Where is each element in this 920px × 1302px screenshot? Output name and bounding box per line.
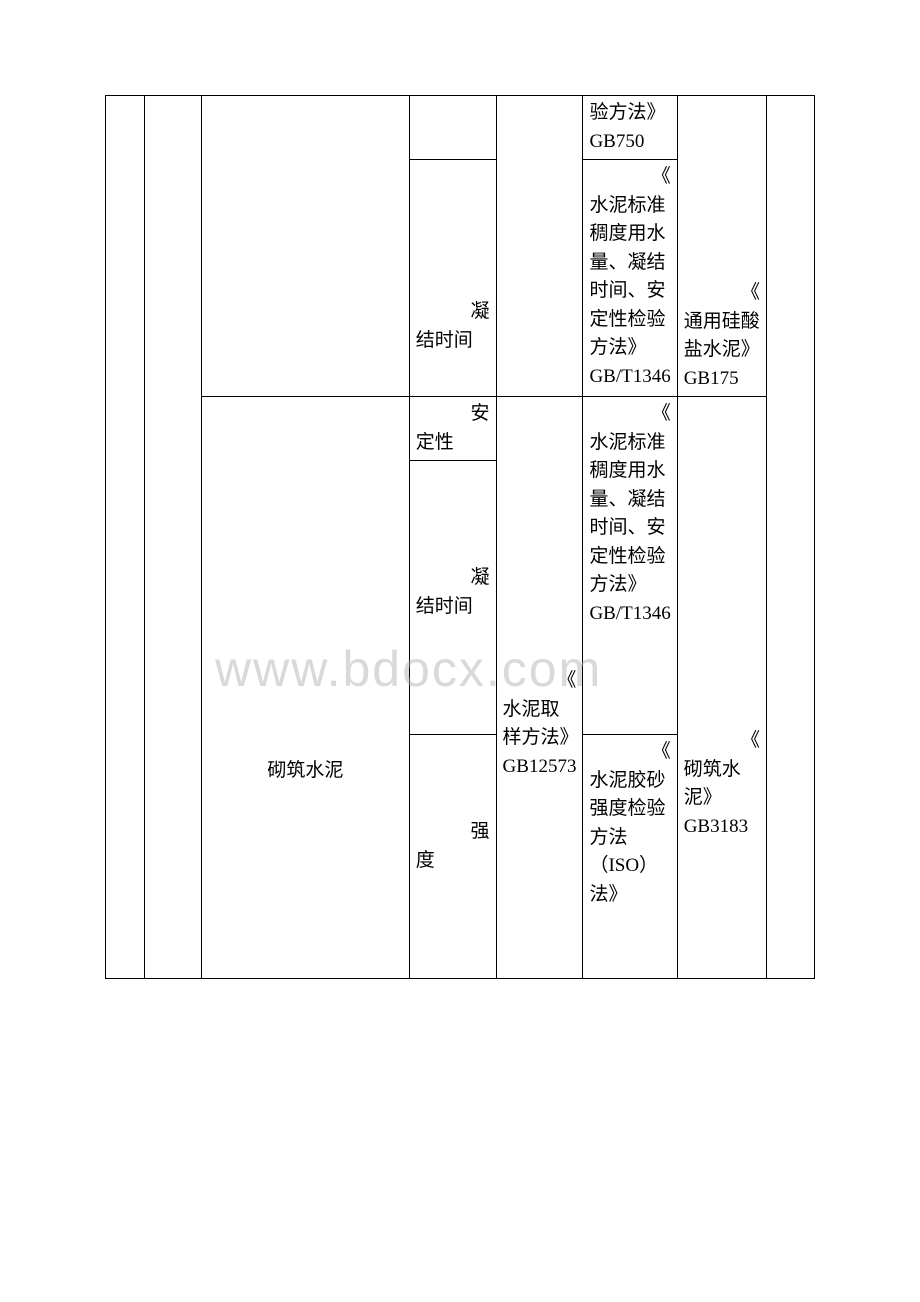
cell-text: 水泥取样方法》GB12573 [503, 699, 577, 777]
table-cell-col2 [144, 96, 201, 979]
table-cell-r4c4: 凝 结时间 [409, 461, 496, 735]
table-cell-col1 [106, 96, 145, 979]
cell-text: 水泥标准稠度用水量、凝结时间、安定性检验方法》GB/T1346 [589, 432, 670, 624]
table-cell-col8 [767, 96, 815, 979]
table-cell-col3-empty [201, 96, 409, 397]
table-cell-r5c4: 强 度 [409, 735, 496, 979]
table-cell-col3-content: 砌筑水泥 [201, 397, 409, 979]
cell-text: 《 [503, 667, 577, 696]
cell-text: 砌筑水泥》GB3183 [684, 759, 748, 837]
cell-text: 《 [589, 738, 670, 767]
table-cell-r1c5 [496, 96, 583, 397]
cell-text: 《 [684, 279, 760, 308]
table-cell-r5c6: 《 水泥胶砂强度检验方法（ISO）法》 [583, 735, 677, 979]
standards-table: 验方法》GB750 《 通用硅酸盐水泥》GB175 凝 结时间 《 水泥标准稠度… [105, 95, 815, 979]
cell-text: 水泥胶砂强度检验方法（ISO）法》 [589, 770, 665, 905]
table-cell-r3c6: 《 水泥标准稠度用水量、凝结时间、安定性检验方法》GB/T1346 [583, 397, 677, 735]
cell-text: 凝 [416, 298, 490, 327]
cell-text: 定性 [416, 432, 454, 453]
table-cell-r1c6: 验方法》GB750 [583, 96, 677, 160]
cell-text: 《 [589, 163, 670, 192]
table-cell-r3c7: 《 砌筑水泥》GB3183 [677, 397, 766, 979]
cell-text: 结时间 [416, 330, 473, 351]
table-cell-r1c7: 《 通用硅酸盐水泥》GB175 [677, 96, 766, 397]
table-cell-r3c5: 《 水泥取样方法》GB12573 [496, 397, 583, 979]
cell-text: 度 [416, 850, 435, 871]
table-cell-r2c6: 《 水泥标准稠度用水量、凝结时间、安定性检验方法》GB/T1346 [583, 160, 677, 397]
cell-text: 结时间 [416, 596, 473, 617]
cell-text: 凝 [416, 564, 490, 593]
cell-text: 《 [684, 727, 760, 756]
cell-text: 安 [416, 400, 490, 429]
table-cell-r2c4: 凝 结时间 [409, 160, 496, 397]
cell-text: 强 [416, 818, 490, 847]
table-cell-r1c4 [409, 96, 496, 160]
cell-text: 通用硅酸盐水泥》GB175 [684, 311, 760, 389]
table-cell-r3c4: 安 定性 [409, 397, 496, 461]
cell-text: 水泥标准稠度用水量、凝结时间、安定性检验方法》GB/T1346 [589, 195, 670, 387]
cell-text: 《 [589, 400, 670, 429]
